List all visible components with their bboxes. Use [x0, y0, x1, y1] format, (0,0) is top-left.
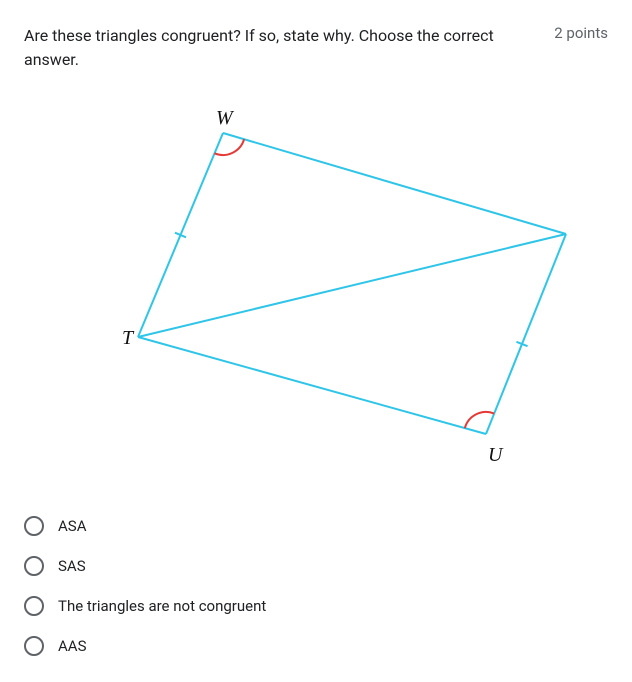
svg-text:U: U	[488, 444, 504, 466]
option-aas[interactable]: AAS	[24, 626, 608, 666]
svg-text:T: T	[122, 327, 135, 349]
options-list: ASA SAS The triangles are not congruent …	[24, 506, 608, 666]
option-asa[interactable]: ASA	[24, 506, 608, 546]
radio-icon	[24, 516, 44, 536]
option-label: AAS	[58, 637, 86, 655]
option-label: SAS	[58, 557, 86, 575]
option-not-congruent[interactable]: The triangles are not congruent	[24, 586, 608, 626]
option-label: The triangles are not congruent	[58, 597, 266, 615]
option-sas[interactable]: SAS	[24, 546, 608, 586]
question-text: Are these triangles congruent? If so, st…	[24, 24, 504, 72]
radio-icon	[24, 636, 44, 656]
option-label: ASA	[58, 517, 86, 535]
question-header: Are these triangles congruent? If so, st…	[24, 24, 608, 72]
diagram-container: WVTU	[24, 96, 608, 476]
svg-text:W: W	[216, 107, 235, 129]
triangle-diagram: WVTU	[56, 96, 576, 476]
radio-icon	[24, 596, 44, 616]
question-points: 2 points	[554, 24, 608, 42]
radio-icon	[24, 556, 44, 576]
